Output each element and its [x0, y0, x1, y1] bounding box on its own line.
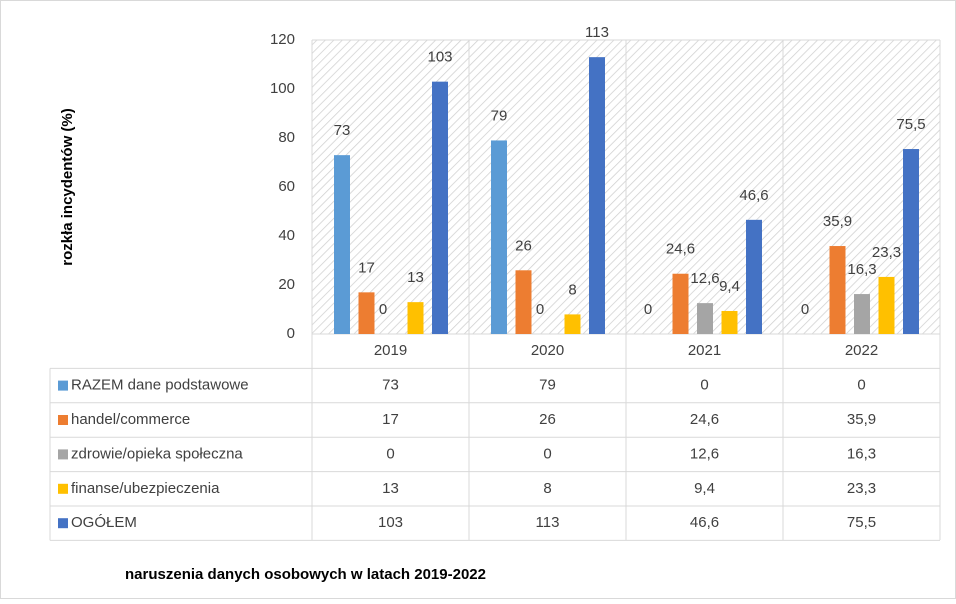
- data-label: 79: [491, 107, 508, 124]
- bar: [829, 246, 846, 334]
- bar: [746, 219, 762, 334]
- bar: [878, 276, 895, 334]
- table-cell: 0: [857, 377, 865, 394]
- y-tick-label: 40: [278, 227, 295, 244]
- table-cell: 113: [536, 514, 560, 531]
- data-label: 0: [801, 301, 809, 318]
- bar: [515, 270, 532, 334]
- data-label: 12,6: [690, 270, 719, 287]
- x-tick-label: 2021: [688, 342, 721, 359]
- data-label: 35,9: [823, 213, 852, 230]
- data-label: 26: [515, 237, 532, 254]
- data-label: 23,3: [872, 244, 901, 261]
- chart-title: naruszenia danych osobowych w latach 201…: [125, 566, 486, 583]
- table-cell: 46,6: [690, 514, 719, 531]
- bar: [358, 292, 375, 334]
- y-tick-label: 60: [278, 178, 295, 195]
- y-tick-label: 100: [270, 80, 295, 97]
- legend-swatch: [58, 483, 68, 494]
- bar: [432, 81, 448, 335]
- bar: [854, 294, 870, 334]
- y-axis-label: rozkła incydentów (%): [59, 108, 76, 266]
- legend-label: zdrowie/opieka społeczna: [71, 445, 243, 462]
- table-cell: 8: [543, 480, 551, 497]
- y-tick-label: 0: [287, 325, 295, 342]
- data-label: 0: [536, 301, 544, 318]
- data-label: 0: [644, 301, 652, 318]
- x-tick-label: 2020: [531, 342, 564, 359]
- bar: [903, 149, 919, 334]
- bar: [334, 155, 350, 334]
- table-cell: 35,9: [847, 411, 876, 428]
- data-label: 13: [407, 269, 424, 286]
- table-cell: 0: [543, 445, 551, 462]
- table-cell: 9,4: [694, 480, 715, 497]
- data-label: 75,5: [896, 116, 925, 133]
- x-tick-label: 2022: [845, 342, 878, 359]
- table-cell: 23,3: [847, 480, 876, 497]
- data-label: 73: [334, 122, 351, 139]
- bar: [491, 140, 507, 334]
- legend-swatch: [58, 449, 68, 460]
- bar: [672, 273, 689, 334]
- table-cell: 103: [378, 514, 403, 531]
- y-tick-label: 80: [278, 129, 295, 146]
- legend-label: OGÓŁEM: [71, 514, 137, 531]
- bar: [697, 303, 713, 334]
- table-cell: 0: [386, 445, 394, 462]
- legend-swatch: [58, 518, 68, 529]
- legend-swatch: [58, 380, 68, 391]
- data-label: 24,6: [666, 241, 695, 258]
- bar: [589, 57, 605, 335]
- data-label: 103: [427, 49, 452, 66]
- table-cell: 12,6: [690, 445, 719, 462]
- table-cell: 73: [382, 377, 399, 394]
- table-cell: 0: [700, 377, 708, 394]
- bar: [564, 314, 581, 334]
- data-label: 9,4: [719, 278, 740, 295]
- table-cell: 75,5: [847, 514, 876, 531]
- y-tick-label: 20: [278, 276, 295, 293]
- table-cell: 16,3: [847, 445, 876, 462]
- table-cell: 13: [382, 480, 399, 497]
- data-label: 113: [585, 24, 609, 41]
- legend-label: RAZEM dane podstawowe: [71, 377, 249, 394]
- bar: [721, 310, 738, 334]
- data-label: 17: [358, 259, 375, 276]
- table-cell: 17: [382, 411, 399, 428]
- data-label: 16,3: [847, 261, 876, 278]
- legend-label: finanse/ubezpieczenia: [71, 480, 220, 497]
- x-tick-label: 2019: [374, 342, 407, 359]
- data-label: 46,6: [739, 187, 768, 204]
- bar: [407, 302, 424, 334]
- table-cell: 24,6: [690, 411, 719, 428]
- data-label: 0: [379, 301, 387, 318]
- legend-swatch: [58, 415, 68, 425]
- table-cell: 79: [539, 377, 556, 394]
- table-cell: 26: [539, 411, 556, 428]
- legend-label: handel/commerce: [71, 411, 190, 428]
- y-tick-label: 120: [270, 31, 295, 48]
- data-label: 8: [568, 281, 576, 298]
